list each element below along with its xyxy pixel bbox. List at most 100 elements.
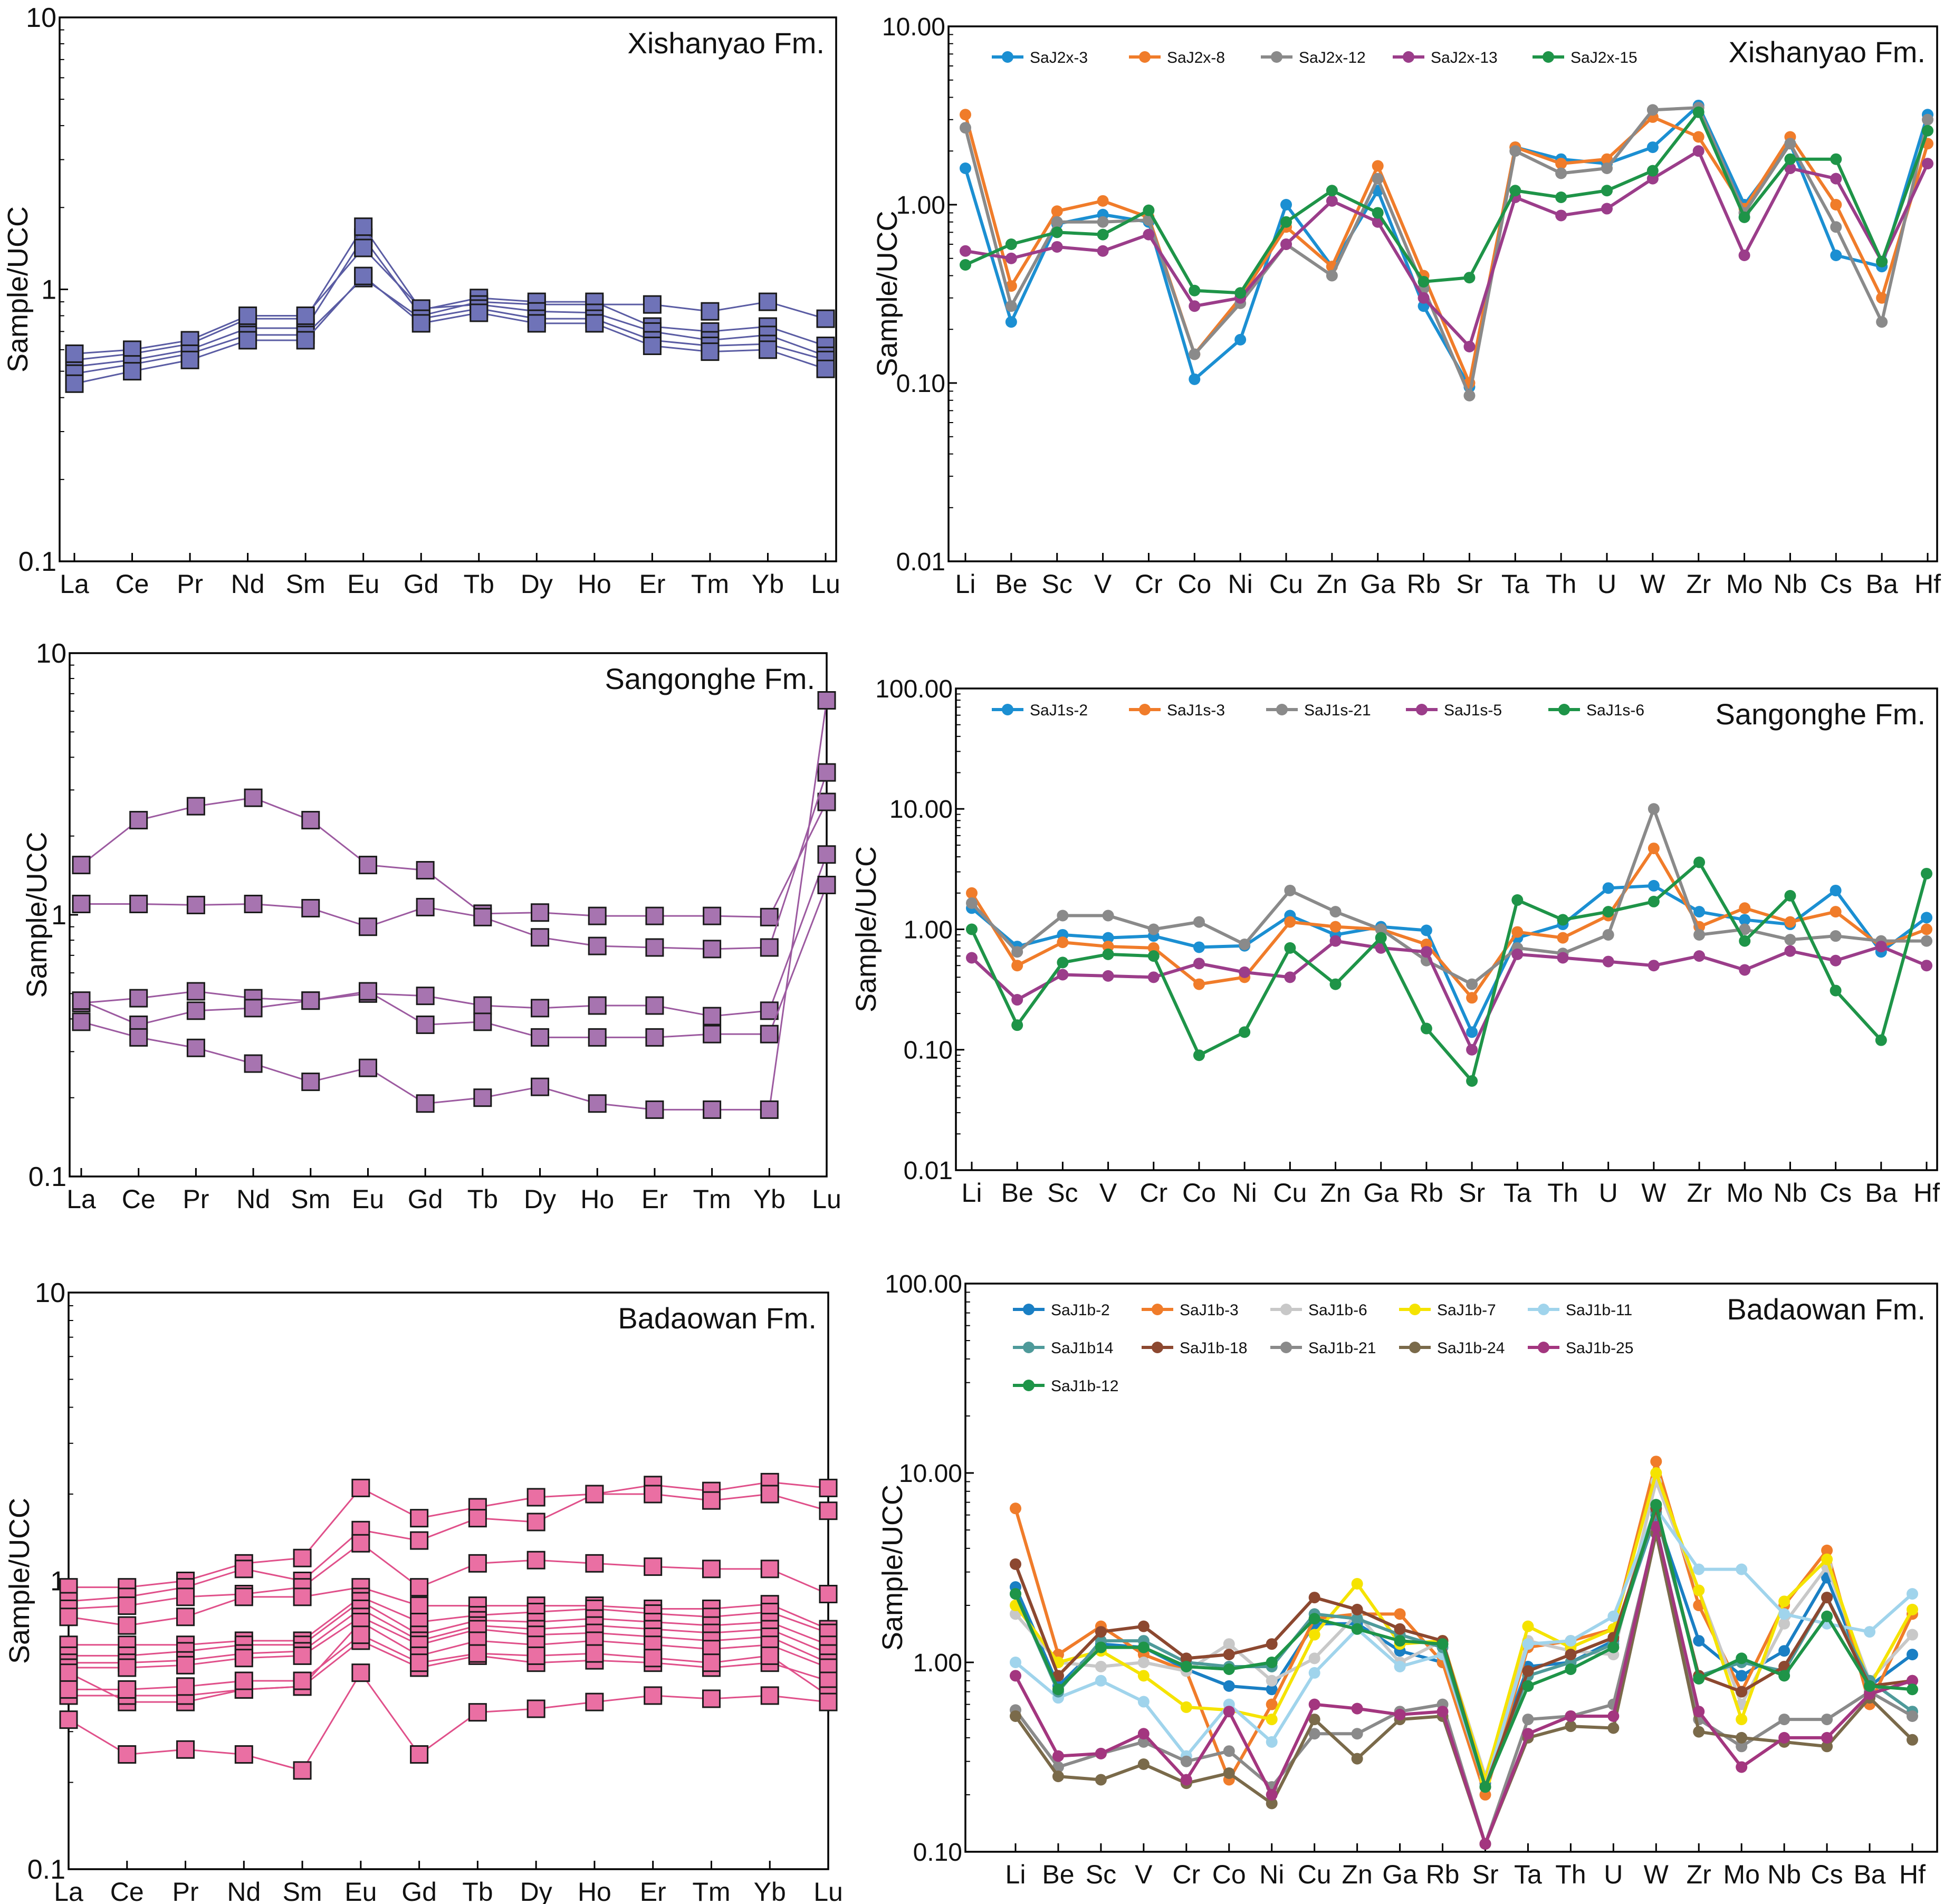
x-tick-label: Ni	[1259, 1860, 1284, 1889]
data-point	[1921, 960, 1932, 972]
data-point	[1466, 1026, 1478, 1038]
data-point	[1522, 1620, 1534, 1632]
data-point	[244, 788, 263, 807]
data-point	[1907, 1629, 1918, 1641]
data-point	[1739, 914, 1751, 926]
data-point	[1778, 1670, 1790, 1682]
data-point	[760, 1646, 779, 1665]
data-point	[1375, 932, 1387, 944]
data-point	[1137, 1758, 1150, 1770]
data-point	[1147, 942, 1160, 954]
data-point	[1284, 916, 1296, 928]
data-point	[1784, 945, 1796, 957]
data-point	[1051, 226, 1063, 238]
data-point	[1646, 104, 1659, 116]
data-point	[1466, 978, 1478, 990]
data-point	[1522, 1728, 1534, 1740]
y-tick-label: 0.1	[28, 1162, 66, 1192]
legend-label: SaJ1s-2	[1030, 702, 1088, 719]
data-point	[1864, 1688, 1876, 1700]
data-point	[1602, 929, 1614, 941]
data-point	[1607, 1610, 1620, 1622]
data-point	[1137, 1641, 1150, 1653]
legend-item: SaJ2x-13	[1393, 49, 1498, 66]
data-point	[1693, 1635, 1705, 1647]
data-point	[703, 1025, 722, 1044]
series-line	[970, 807, 1927, 986]
data-point	[1326, 185, 1338, 197]
data-point	[470, 303, 489, 322]
data-point	[1329, 935, 1342, 947]
legend-item: SaJ2x-8	[1129, 49, 1225, 66]
data-point	[1326, 270, 1338, 282]
legend-swatch-marker	[1139, 704, 1151, 715]
data-point	[760, 1559, 779, 1578]
series-line	[68, 1493, 829, 1602]
data-point	[1266, 1714, 1278, 1726]
data-point	[1097, 228, 1109, 241]
data-point	[1143, 204, 1155, 216]
data-point	[1738, 249, 1750, 261]
data-point	[1147, 971, 1160, 983]
y-tick-label: 10.00	[889, 796, 953, 824]
data-point	[1266, 1698, 1278, 1710]
data-point	[358, 1058, 377, 1077]
data-point	[1875, 941, 1887, 953]
data-point	[1907, 1588, 1918, 1600]
legend-item: SaJ1s-5	[1406, 702, 1502, 719]
data-point	[1693, 1672, 1705, 1685]
legend-label: SaJ1s-21	[1304, 702, 1371, 719]
data-point	[819, 1585, 838, 1604]
data-point	[1607, 1641, 1620, 1653]
x-tick-label: Be	[1001, 1178, 1033, 1208]
data-point	[410, 1531, 429, 1550]
data-point	[966, 897, 978, 909]
data-point	[816, 309, 835, 328]
x-tick-label: Nb	[1773, 1178, 1807, 1208]
data-point	[1693, 856, 1706, 868]
data-point	[1011, 1019, 1023, 1031]
legend-swatch-marker	[1152, 1304, 1163, 1315]
data-point	[1602, 955, 1614, 968]
data-point	[1739, 923, 1751, 935]
data-point	[176, 1656, 195, 1675]
data-point	[1907, 1649, 1918, 1661]
x-tick-label: Zr	[1686, 569, 1711, 599]
data-point	[1907, 1683, 1918, 1696]
data-point	[1223, 1745, 1235, 1757]
series-line	[1014, 1471, 1914, 1782]
data-point	[1921, 935, 1932, 947]
x-tick-label: Hf	[1914, 569, 1941, 599]
data-point	[1326, 195, 1338, 207]
data-point	[1522, 1638, 1534, 1650]
data-point	[1102, 948, 1114, 960]
legend-label: SaJ2x-15	[1570, 49, 1637, 66]
plot-frame	[964, 1283, 1938, 1853]
data-point	[702, 1559, 721, 1578]
data-point	[1180, 1701, 1192, 1713]
data-point	[526, 1646, 545, 1665]
x-tick-label: Dy	[521, 569, 553, 599]
data-point	[1565, 1710, 1577, 1722]
data-point	[118, 1680, 137, 1699]
data-point	[473, 996, 492, 1015]
x-tick-label: Zr	[1687, 1860, 1711, 1889]
data-point	[293, 1587, 312, 1606]
data-point	[531, 928, 550, 947]
data-point	[760, 907, 779, 926]
data-point	[1821, 1553, 1833, 1565]
x-tick-label: Sr	[1456, 569, 1482, 599]
data-point	[1052, 1670, 1064, 1682]
data-point	[1147, 923, 1160, 935]
data-point	[960, 259, 971, 271]
data-point	[410, 1596, 429, 1615]
data-point	[1479, 1781, 1491, 1793]
data-point	[1180, 1774, 1192, 1786]
data-point	[645, 938, 664, 957]
x-tick-label: Mo	[1723, 1860, 1759, 1889]
x-tick-label: Sr	[1459, 1178, 1485, 1208]
data-point	[1479, 1838, 1491, 1850]
data-point	[1692, 106, 1704, 118]
series-line	[964, 110, 1929, 295]
legend-label: SaJ1b-24	[1437, 1340, 1505, 1357]
